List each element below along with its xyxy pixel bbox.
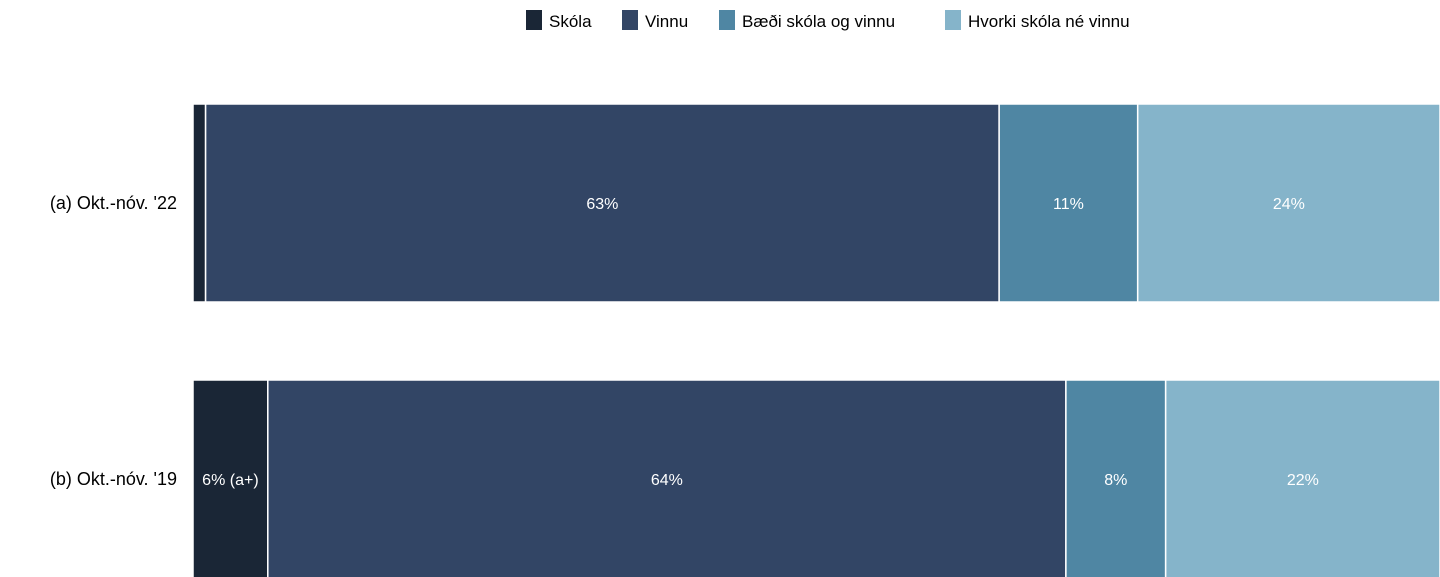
legend-swatch xyxy=(622,10,638,30)
legend-item: Skóla xyxy=(526,10,592,31)
bar-row: 6% (a+) 64% 8% 22% xyxy=(192,379,1440,577)
legend-item: Bæði skóla og vinnu xyxy=(719,10,895,31)
bars: 63% 11% 24% 6% (a+) 64% 8% 22% xyxy=(192,103,1440,577)
category-labels: (a) Okt.-nóv. '22 (b) Okt.-nóv. '19 xyxy=(50,193,177,489)
legend-label: Hvorki skóla né vinnu xyxy=(968,12,1130,31)
bar-segment xyxy=(267,379,1067,577)
bar-segment xyxy=(192,379,269,577)
bar-row: 63% 11% 24% xyxy=(192,103,1440,303)
data-label: 8% xyxy=(1104,472,1127,489)
legend-label: Skóla xyxy=(549,12,592,31)
bar-segment xyxy=(1164,379,1440,577)
legend-swatch xyxy=(719,10,735,30)
legend-swatch xyxy=(526,10,542,30)
data-label: 6% (a+) xyxy=(202,472,258,489)
bar-segment xyxy=(192,103,207,303)
bar-segment xyxy=(1136,103,1440,303)
data-label: 22% xyxy=(1287,472,1319,489)
data-label: 64% xyxy=(651,472,683,489)
legend-item: Hvorki skóla né vinnu xyxy=(945,10,1130,31)
data-label: 24% xyxy=(1273,196,1305,213)
legend: Skóla Vinnu Bæði skóla og vinnu Hvorki skól… xyxy=(526,10,1130,31)
legend-label: Vinnu xyxy=(645,12,688,31)
legend-swatch xyxy=(945,10,961,30)
category-label: (a) Okt.-nóv. '22 xyxy=(50,193,177,213)
category-label: (b) Okt.-nóv. '19 xyxy=(50,469,177,489)
legend-item: Vinnu xyxy=(622,10,688,31)
bar-segment xyxy=(204,103,1000,303)
bar-segment xyxy=(998,103,1139,303)
data-label: 11% xyxy=(1053,196,1084,213)
legend-label: Bæði skóla og vinnu xyxy=(742,12,895,31)
bar-segment xyxy=(1065,379,1167,577)
data-label: 63% xyxy=(586,196,618,213)
